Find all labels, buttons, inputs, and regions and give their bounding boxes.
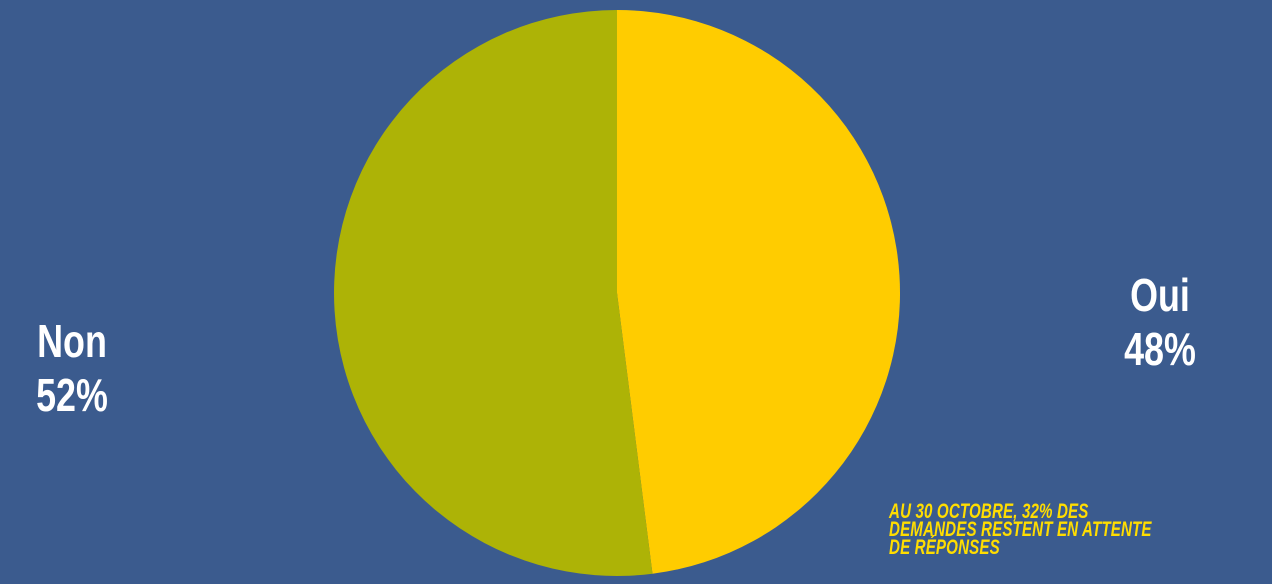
slice-label-oui-value: 48% (1124, 323, 1196, 375)
slice-label-non: Non 52% (14, 314, 131, 422)
slice-label-oui-name: Oui (1130, 269, 1190, 321)
slice-label-oui: Oui 48% (1102, 268, 1219, 376)
pie-slice-non (334, 10, 653, 577)
chart-annotation: Au 30 octobre, 32% des demandes restent … (889, 500, 1152, 559)
slice-label-non-value: 52% (36, 369, 108, 421)
slice-label-non-name: Non (37, 315, 107, 367)
pie-slice-oui (617, 10, 901, 574)
